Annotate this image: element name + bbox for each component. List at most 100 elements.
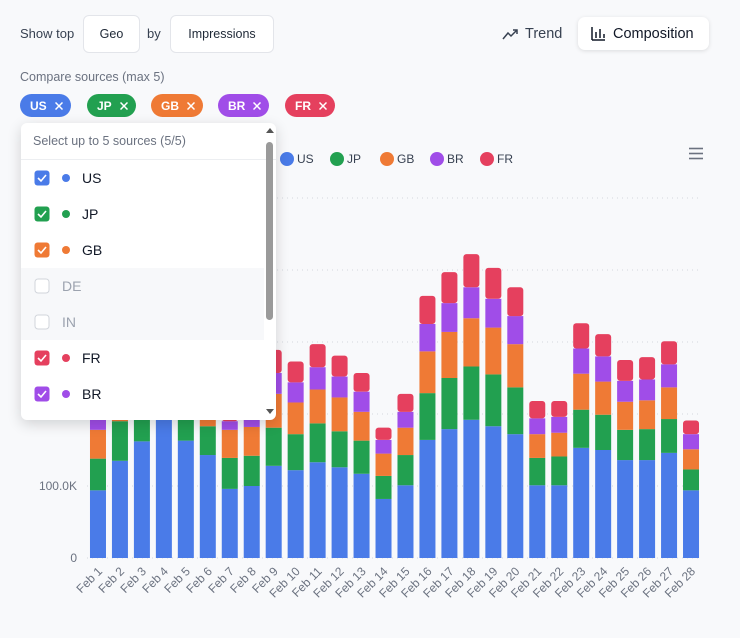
bar-segment	[485, 267, 502, 299]
bar-segment	[683, 434, 700, 450]
checkbox[interactable]	[34, 278, 50, 294]
bar-segment	[419, 393, 436, 440]
legend-label: JP	[347, 152, 361, 166]
bar-segment	[309, 389, 326, 424]
bar-segment	[243, 416, 260, 427]
bar-segment	[89, 458, 106, 491]
bar-segment	[221, 488, 238, 558]
menu-icon[interactable]	[689, 147, 703, 160]
bar-segment	[463, 287, 480, 319]
bar-segment	[529, 401, 546, 419]
source-option[interactable]: JP	[21, 196, 264, 232]
trend-icon	[502, 29, 518, 40]
chip-remove[interactable]	[54, 101, 63, 110]
bar-segment	[375, 498, 392, 558]
legend-marker	[480, 152, 494, 166]
bar-segment	[397, 427, 414, 456]
legend-label: GB	[397, 152, 414, 166]
chip-label: FR	[295, 98, 311, 113]
bar-segment	[309, 462, 326, 558]
bar-segment	[375, 475, 392, 499]
bar-segment	[683, 420, 700, 435]
source-option[interactable]: FR	[21, 340, 264, 376]
chip-remove[interactable]	[319, 101, 327, 110]
bar-segment	[463, 254, 480, 288]
checkbox[interactable]	[34, 350, 50, 366]
checkbox[interactable]	[34, 386, 50, 402]
chip-remove[interactable]	[253, 101, 262, 110]
bar-segment	[551, 416, 568, 433]
source-chip[interactable]: GB	[151, 94, 203, 117]
bar-segment	[441, 303, 458, 332]
bar-segment	[595, 414, 612, 450]
bar-segment	[683, 490, 700, 558]
chip-label: JP	[97, 98, 112, 113]
checkbox[interactable]	[34, 314, 50, 330]
option-dot	[62, 390, 70, 398]
bar-segment	[485, 426, 502, 558]
option-dot	[62, 246, 70, 254]
dropdown-header: Select up to 5 sources (5/5)	[21, 123, 276, 160]
bar-segment	[375, 453, 392, 476]
composition-icon	[591, 26, 605, 41]
bar-segment	[331, 397, 348, 432]
dimension-select[interactable]: Geo	[83, 15, 140, 53]
scrollbar[interactable]	[264, 123, 276, 420]
bar-segment	[375, 439, 392, 454]
checkbox[interactable]	[34, 206, 50, 222]
checkbox[interactable]	[34, 242, 50, 258]
bar-segment	[683, 469, 700, 491]
chip-remove[interactable]	[119, 101, 128, 110]
bar-segment	[353, 473, 370, 558]
bar-segment	[111, 460, 128, 558]
source-option[interactable]: US	[21, 160, 264, 196]
bar-segment	[419, 439, 436, 558]
bar-segment	[485, 298, 502, 328]
show-top-label: Show top	[20, 26, 75, 41]
bar-segment	[551, 456, 568, 486]
bar-segment	[419, 351, 436, 394]
bar-segment	[661, 341, 678, 365]
bar-segment	[573, 373, 590, 410]
chip-remove[interactable]	[187, 101, 195, 110]
bar-segment	[661, 387, 678, 420]
source-option[interactable]: DE	[21, 268, 264, 304]
source-option[interactable]: BR	[21, 376, 264, 412]
source-chip[interactable]: BR	[218, 94, 270, 117]
y-tick-label: 100.0K	[39, 479, 77, 493]
bar-segment	[287, 402, 304, 435]
source-chip[interactable]: US	[20, 94, 71, 117]
bar-segment	[221, 421, 238, 430]
bar-segment	[551, 432, 568, 457]
bar-segment	[89, 417, 106, 430]
source-chip[interactable]: FR	[285, 94, 335, 117]
legend-label: FR	[497, 152, 513, 166]
bar-segment	[397, 455, 414, 486]
bar-segment	[441, 272, 458, 304]
composition-button[interactable]: Composition	[578, 17, 709, 50]
bar-segment	[265, 427, 282, 466]
source-chip[interactable]: JP	[87, 94, 136, 117]
bar-segment	[199, 426, 216, 456]
chip-label: BR	[228, 98, 246, 113]
bar-segment	[507, 287, 524, 317]
source-option[interactable]: IN	[21, 304, 264, 340]
bar-segment	[529, 457, 546, 486]
bar-segment	[309, 423, 326, 463]
source-option[interactable]: GB	[21, 232, 264, 268]
bar-segment	[551, 401, 568, 417]
checkbox[interactable]	[34, 170, 50, 186]
bar-segment	[529, 485, 546, 558]
bar-segment	[683, 449, 700, 470]
bar-segment	[331, 431, 348, 468]
bar-segment	[133, 441, 150, 558]
trend-button[interactable]: Trend	[497, 18, 574, 50]
bar-segment	[89, 429, 106, 459]
metric-select[interactable]: Impressions	[170, 15, 274, 53]
bar-segment	[397, 485, 414, 558]
bar-segment	[573, 323, 590, 349]
compare-label: Compare sources (max 5)	[20, 70, 165, 84]
option-dot	[62, 210, 70, 218]
